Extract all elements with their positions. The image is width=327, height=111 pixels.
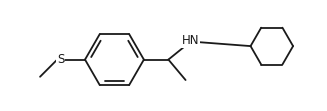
Text: HN: HN	[182, 34, 199, 47]
Text: S: S	[57, 53, 64, 66]
